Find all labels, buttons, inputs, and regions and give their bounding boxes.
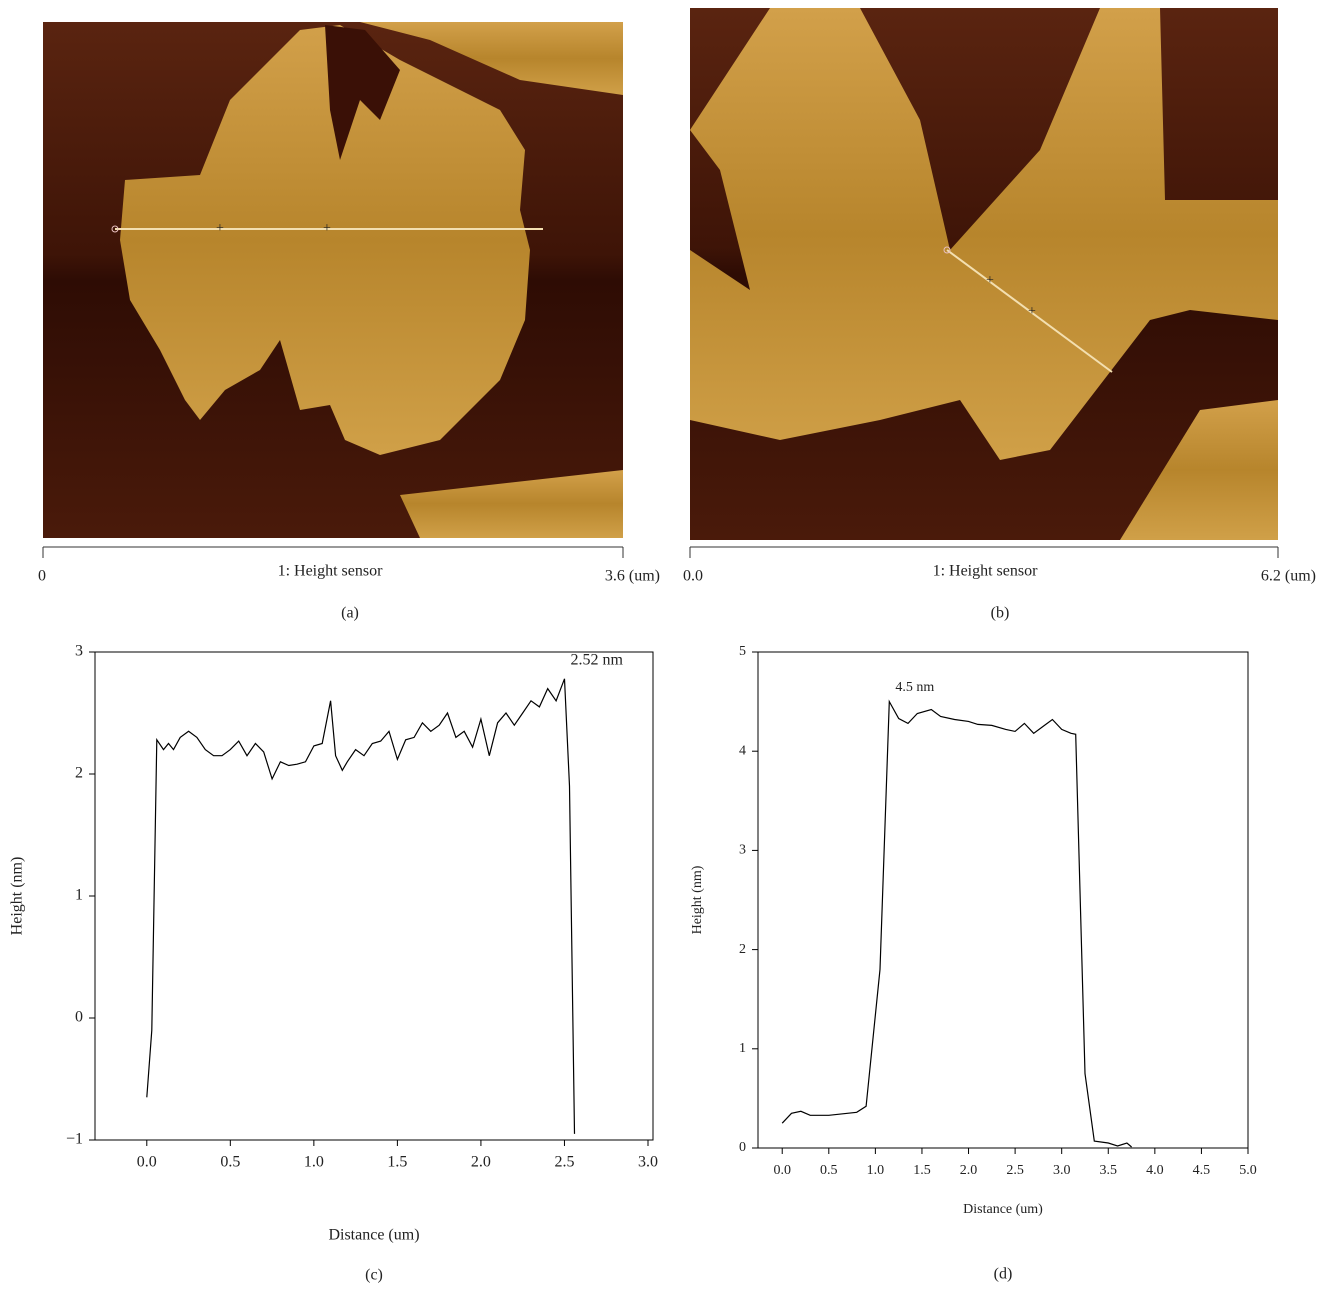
x-tick-label: 2.5 xyxy=(1006,1163,1024,1178)
x-tick-label: 0.0 xyxy=(773,1163,791,1178)
svg-text:+: + xyxy=(986,273,994,288)
x-tick-label: 0.0 xyxy=(137,1154,157,1171)
plot-frame xyxy=(94,651,654,1141)
y-tick-label: 0 xyxy=(75,1009,83,1026)
y-tick-label: 5 xyxy=(739,644,746,659)
svg-text:+: + xyxy=(1028,304,1036,319)
y-tick-label: 2 xyxy=(739,942,746,957)
y-tick-label: 3 xyxy=(75,643,83,660)
scale-end: 3.6 (um) xyxy=(605,568,660,585)
x-tick-label: 5.0 xyxy=(1239,1163,1257,1178)
y-tick-label: 2 xyxy=(75,765,83,782)
x-tick-label: 1.5 xyxy=(913,1163,931,1178)
x-tick-label: 3.0 xyxy=(1053,1163,1071,1178)
annotation: 2.52 nm xyxy=(570,652,623,669)
caption: (a) xyxy=(341,605,359,622)
scale-start: 0.0 xyxy=(683,568,703,585)
y-tick-label: 3 xyxy=(739,843,746,858)
x-axis-label: Distance (um) xyxy=(328,1227,419,1244)
caption: (d) xyxy=(994,1266,1013,1283)
y-tick-label: 4 xyxy=(739,743,746,758)
y-axis-label: Height (nm) xyxy=(9,857,26,936)
scale-end: 6.2 (um) xyxy=(1261,568,1316,585)
x-tick-label: 3.0 xyxy=(638,1154,658,1171)
plot-frame xyxy=(757,651,1249,1149)
svg-text:+: + xyxy=(216,221,224,236)
x-tick-label: 2.0 xyxy=(471,1154,491,1171)
scale-title: 1: Height sensor xyxy=(933,563,1039,580)
scale-start: 0 xyxy=(38,568,46,585)
x-tick-label: 2.0 xyxy=(960,1163,978,1178)
y-tick-label: −1 xyxy=(66,1131,83,1148)
x-tick-label: 0.5 xyxy=(820,1163,838,1178)
scale-title: 1: Height sensor xyxy=(278,563,384,580)
scale-bars xyxy=(42,546,1279,558)
x-tick-label: 4.0 xyxy=(1146,1163,1164,1178)
afm-image-b: + + xyxy=(690,8,1278,540)
annotation: 4.5 nm xyxy=(895,680,934,695)
y-tick-label: 1 xyxy=(75,887,83,904)
svg-text:+: + xyxy=(323,221,331,236)
caption: (c) xyxy=(365,1267,383,1284)
x-tick-label: 0.5 xyxy=(220,1154,240,1171)
line xyxy=(146,678,576,1134)
x-axis-label: Distance (um) xyxy=(963,1202,1043,1217)
y-axis-label: Height (nm) xyxy=(690,865,705,934)
y-tick-label: 1 xyxy=(739,1041,746,1056)
y-tick-label: 0 xyxy=(739,1140,746,1155)
line xyxy=(781,699,1132,1148)
x-tick-label: 1.5 xyxy=(387,1154,407,1171)
x-tick-label: 2.5 xyxy=(554,1154,574,1171)
afm-image-a: + + xyxy=(43,22,623,538)
x-tick-label: 1.0 xyxy=(304,1154,324,1171)
x-tick-label: 4.5 xyxy=(1193,1163,1211,1178)
caption: (b) xyxy=(991,605,1010,622)
x-tick-label: 3.5 xyxy=(1100,1163,1118,1178)
x-tick-label: 1.0 xyxy=(867,1163,885,1178)
